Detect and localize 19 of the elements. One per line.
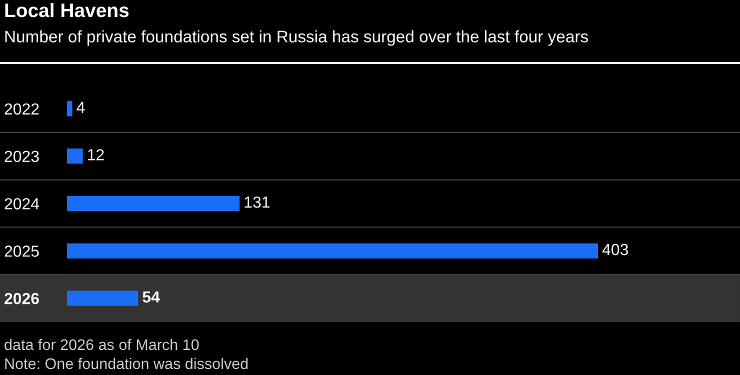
y-tick-label: 2022 — [4, 103, 39, 115]
y-tick-label: 2024 — [4, 198, 40, 210]
text: data for 2026 as of March 10 — [4, 338, 199, 350]
chart-title: Local Havens — [5, 2, 129, 18]
data-label: 4 — [76, 102, 85, 113]
bar — [67, 290, 138, 306]
data-label: 54 — [142, 291, 160, 303]
data-label: 403 — [602, 244, 628, 256]
y-tick-label: 2023 — [4, 150, 39, 162]
y-tick-label: 2025 — [4, 246, 39, 257]
data-label: 131 — [244, 196, 270, 208]
bar — [67, 243, 598, 258]
bar — [67, 101, 72, 116]
bar — [67, 148, 83, 164]
text: Note: One foundation was dissolved — [5, 358, 248, 370]
data-label: 12 — [88, 149, 104, 160]
y-tick-label: 2026 — [4, 292, 39, 304]
bar — [67, 196, 240, 212]
chart-subtitle: Number of private foundations set in Russia has surged over the last four years — [5, 30, 588, 46]
